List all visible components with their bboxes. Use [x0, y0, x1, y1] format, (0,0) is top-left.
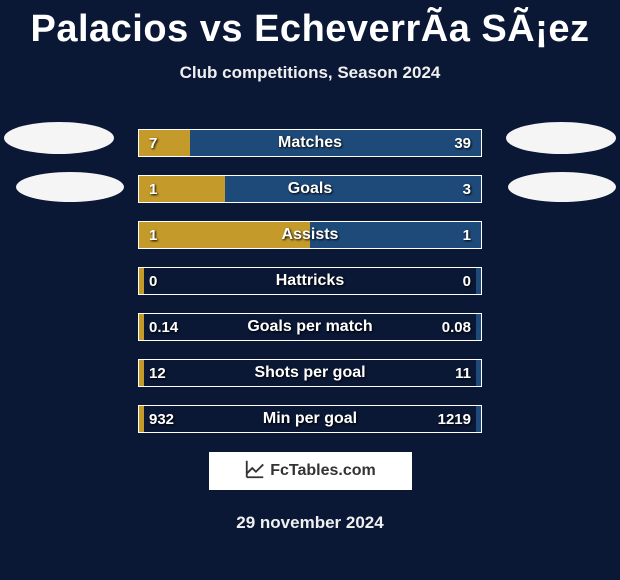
stat-left-fill: [139, 222, 310, 248]
stat-left-fill: [139, 406, 144, 432]
brand-chart-icon: [244, 458, 266, 485]
stats-container: 739Matches 13Goals 11Assists 00Hattricks 0.1…: [138, 129, 482, 433]
stat-right-fill: [476, 360, 481, 386]
stat-right-fill: [476, 406, 481, 432]
stat-left-fill: [139, 360, 144, 386]
stat-left-fill: [139, 176, 225, 202]
footer-date: 29 november 2024: [0, 513, 620, 533]
stat-label: Shots per goal: [139, 360, 481, 386]
stat-right-value: 0.08: [432, 314, 481, 340]
stat-right-fill: [225, 176, 482, 202]
stat-right-fill: [476, 268, 481, 294]
stat-left-value: 12: [139, 360, 176, 386]
stat-right-fill: [476, 314, 481, 340]
stat-row: 0.14 0.08Goals per match: [138, 313, 482, 341]
stat-row: 11Assists: [138, 221, 482, 249]
stat-left-value: 0.14: [139, 314, 188, 340]
stat-label: Hattricks: [139, 268, 481, 294]
stat-right-fill: [310, 222, 481, 248]
stat-row: 1211Shots per goal: [138, 359, 482, 387]
brand-box[interactable]: FcTables.com: [208, 451, 413, 491]
stat-left-fill: [139, 314, 144, 340]
stat-left-fill: [139, 268, 144, 294]
stat-right-fill: [190, 130, 481, 156]
player-right-badge-2: [508, 172, 616, 202]
stat-row: 00Hattricks: [138, 267, 482, 295]
stat-row: 932 1219Min per goal: [138, 405, 482, 433]
subtitle: Club competitions, Season 2024: [0, 63, 620, 83]
stat-label: Goals per match: [139, 314, 481, 340]
brand-text: FcTables.com: [270, 462, 376, 480]
stat-row: 13Goals: [138, 175, 482, 203]
stat-right-value: 1219: [428, 406, 481, 432]
page-title: Palacios vs EcheverrÃ­a SÃ¡ez: [0, 0, 620, 51]
stat-label: Min per goal: [139, 406, 481, 432]
stat-row: 739Matches: [138, 129, 482, 157]
player-left-badge-2: [16, 172, 124, 202]
player-left-badge-1: [4, 122, 114, 154]
stat-left-fill: [139, 130, 190, 156]
stat-left-value: 932: [139, 406, 184, 432]
player-right-badge-1: [506, 122, 616, 154]
